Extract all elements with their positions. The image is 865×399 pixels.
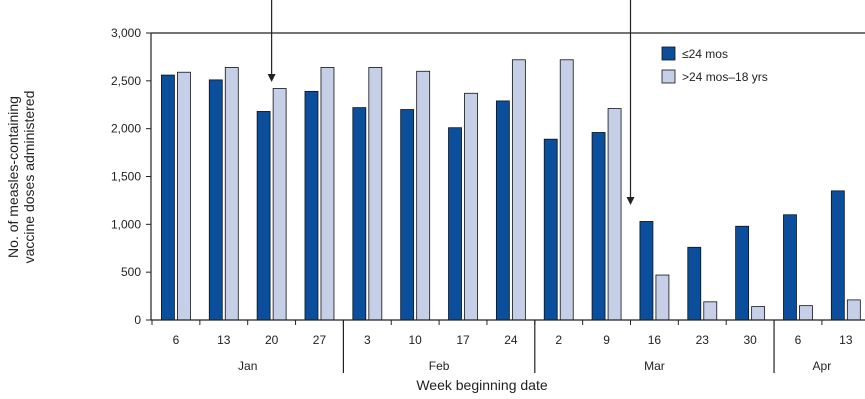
bar-over-24-mos-14 [846, 299, 861, 321]
x-tick-label: 6 [173, 333, 180, 347]
legend: ≤24 mos >24 mos–18 yrs [661, 46, 768, 84]
y-tick-label: 2,500 [111, 74, 141, 88]
y-axis-title: No. of measles-containing vaccine doses … [5, 91, 37, 264]
x-tick-label: 2 [555, 333, 562, 347]
x-tick-label: 27 [313, 333, 327, 347]
bar-under-24-mos-13 [783, 214, 797, 321]
x-tick-label: 23 [696, 333, 710, 347]
legend-label: >24 mos–18 yrs [682, 70, 768, 84]
bar-under-24-mos-11 [687, 246, 702, 321]
month-label-mar: Mar [644, 359, 665, 373]
month-label-apr: Apr [813, 359, 832, 373]
annotations [267, 0, 635, 205]
x-tick-label: 24 [504, 333, 518, 347]
bar-over-24-mos-11 [703, 301, 718, 321]
bar-under-24-mos-4 [352, 107, 367, 321]
x-tick-label: 13 [839, 333, 853, 347]
x-tick-label: 13 [217, 333, 231, 347]
bar-over-24-mos-1 [224, 67, 239, 321]
bar-under-24-mos-2 [256, 111, 271, 321]
bar-under-24-mos-10 [639, 221, 654, 321]
bar-under-24-mos-12 [735, 225, 750, 321]
x-tick-label: 20 [265, 333, 279, 347]
x-tick-label: 6 [795, 333, 802, 347]
x-axis-title: Week beginning date [416, 377, 547, 393]
annotation-arrow-1 [267, 0, 276, 82]
month-label-jan: Jan [238, 359, 257, 373]
bar-over-24-mos-0 [177, 71, 191, 321]
arrow-head [267, 74, 276, 82]
month-label-feb: Feb [429, 359, 450, 373]
y-tick-label: 1,500 [111, 170, 141, 184]
x-tick-label: 9 [603, 333, 610, 347]
bar-over-24-mos-3 [320, 67, 335, 321]
bar-under-24-mos-3 [304, 90, 319, 321]
legend-swatch [661, 46, 676, 61]
bar-over-24-mos-10 [655, 274, 670, 321]
x-tick-label: 16 [648, 333, 662, 347]
bars [161, 59, 861, 321]
x-tick-label: 30 [743, 333, 757, 347]
x-axis: 6 13 20 27 3 10 17 24 2 9 16 23 30 6 13 [151, 320, 853, 347]
bar-over-24-mos-7 [511, 59, 526, 321]
bar-over-24-mos-6 [464, 92, 478, 321]
bar-over-24-mos-4 [368, 67, 383, 321]
bar-over-24-mos-8 [559, 59, 574, 321]
y-tick-label: 0 [134, 313, 141, 327]
legend-label: ≤24 mos [682, 47, 728, 61]
y-tick-label: 1,000 [111, 217, 141, 231]
bar-over-24-mos-5 [416, 70, 431, 321]
annotation-arrow-2 [626, 0, 635, 205]
bar-under-24-mos-1 [208, 79, 223, 321]
bar-over-24-mos-9 [607, 108, 622, 321]
x-tick-label: 3 [364, 333, 371, 347]
bar-under-24-mos-7 [495, 100, 510, 321]
bar-over-24-mos-13 [799, 305, 813, 321]
bar-under-24-mos-6 [448, 127, 462, 321]
y-axis: 0 500 1,000 1,500 2,000 2,500 3,000 [111, 26, 151, 327]
arrow-head [626, 197, 635, 205]
x-tick-label: 17 [456, 333, 470, 347]
bar-under-24-mos-0 [161, 74, 175, 321]
bar-under-24-mos-9 [591, 132, 606, 321]
y-axis-title-line-1: No. of measles-containing [5, 96, 21, 258]
bar-under-24-mos-14 [830, 190, 845, 321]
y-axis-title-line-2: vaccine doses administered [21, 91, 37, 264]
y-tick-label: 500 [121, 265, 141, 279]
bar-over-24-mos-12 [751, 306, 766, 321]
legend-swatch [661, 69, 676, 84]
bar-over-24-mos-2 [272, 88, 287, 321]
axes [150, 32, 865, 321]
month-groups: Jan Feb Mar Apr [238, 320, 831, 373]
y-tick-label: 2,000 [111, 122, 141, 136]
x-tick-label: 10 [408, 333, 422, 347]
bar-under-24-mos-8 [543, 138, 558, 321]
y-tick-label: 3,000 [111, 26, 141, 40]
bar-under-24-mos-5 [400, 109, 415, 321]
